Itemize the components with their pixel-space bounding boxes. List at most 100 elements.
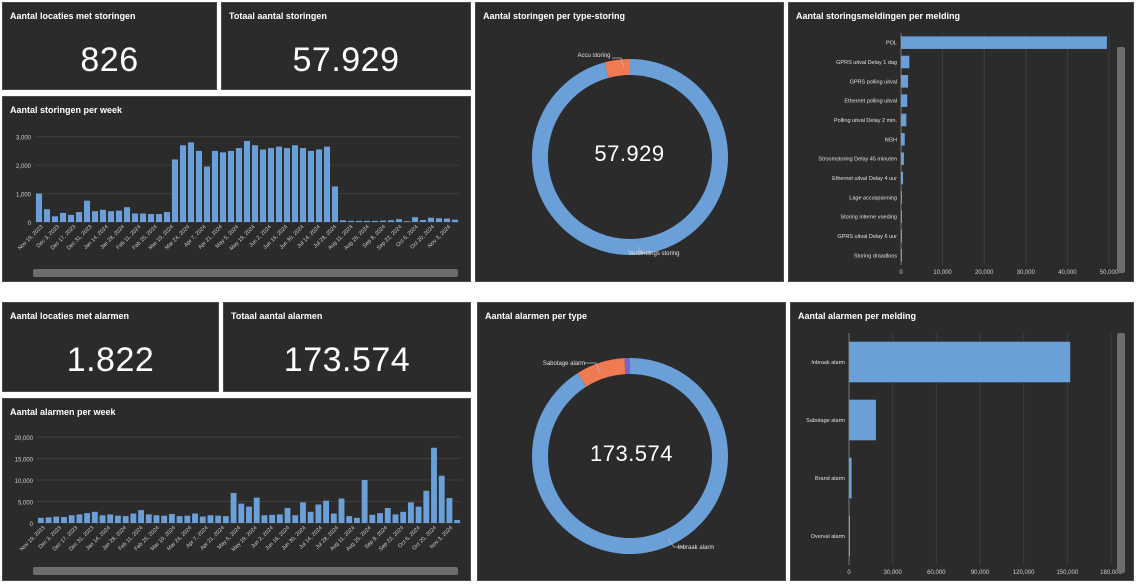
x-tick-label: 0	[899, 270, 903, 276]
bar	[392, 514, 399, 523]
y-tick-label: 15,000	[15, 458, 34, 464]
donut-slice	[577, 358, 626, 387]
bar	[187, 142, 195, 222]
bar	[230, 492, 237, 523]
bar	[901, 229, 902, 243]
bar	[115, 210, 123, 222]
bar	[203, 166, 211, 222]
x-tick-label: 60,000	[927, 570, 946, 576]
x-tick-label: 30,000	[1017, 270, 1036, 276]
bar	[331, 186, 339, 222]
category-label: Storing interne voeding	[840, 215, 897, 221]
bar	[122, 516, 129, 523]
bar	[43, 209, 51, 222]
chart-scrollbar[interactable]	[1117, 47, 1125, 273]
category-label: Stroomstoring Delay 45 minuten	[818, 157, 897, 163]
y-tick-label: 0	[30, 522, 34, 528]
bar	[346, 516, 353, 523]
bar	[251, 145, 259, 222]
bar	[443, 218, 451, 222]
bar	[99, 515, 106, 523]
bar	[411, 217, 419, 222]
bar	[435, 218, 443, 222]
bar	[138, 510, 145, 523]
bar	[901, 55, 910, 69]
donut-alarmen-chart: Sabotage alarm Inbraak alarm	[532, 358, 728, 554]
bar	[145, 514, 152, 523]
kpi-value: 173.574	[283, 341, 411, 379]
bar	[849, 457, 852, 499]
bar	[59, 212, 67, 222]
bar	[446, 498, 453, 523]
donut-storingen-chart: Accu storing Verbindings storing	[532, 53, 728, 257]
bar	[211, 150, 219, 222]
bar	[91, 211, 99, 222]
bar	[161, 515, 168, 523]
chart-scrollbar[interactable]	[33, 567, 458, 575]
card-title: Aantal storingen per type-storing	[483, 11, 626, 21]
bar	[330, 513, 337, 523]
melding-storingen-chart: 0 10,000 20,000 30,000 40,000 50,000 POL GPRS u…	[818, 33, 1119, 276]
card-title: Aantal alarmen per week	[10, 407, 116, 417]
kpi-value: 1.822	[66, 341, 155, 379]
bar	[384, 507, 391, 523]
bar	[131, 213, 139, 222]
bar	[431, 447, 437, 523]
bar	[275, 146, 283, 222]
bar	[323, 500, 330, 523]
bar	[76, 514, 83, 523]
bar	[299, 148, 307, 222]
bar	[361, 480, 368, 523]
chart-scrollbar[interactable]	[33, 269, 458, 277]
bar	[315, 504, 322, 523]
bar	[901, 113, 907, 127]
bar	[222, 516, 229, 523]
x-tick-label: 180,000	[1100, 570, 1122, 576]
bar	[423, 490, 430, 523]
bar	[403, 221, 411, 222]
bar	[199, 516, 206, 523]
bar	[347, 220, 355, 222]
bar	[371, 220, 379, 222]
weekly-alarmen-chart-card: Aantal alarmen per week 0 5,000 10,000 15,0…	[2, 398, 471, 581]
category-label: Storing draadloos	[854, 253, 897, 259]
bar	[901, 36, 1107, 49]
bar	[379, 220, 387, 222]
kpi-locaties-alarmen-card: Aantal locaties met alarmen 1.822	[2, 302, 219, 392]
y-tick-label: 2,000	[16, 164, 32, 170]
bar	[168, 513, 175, 523]
bar	[179, 145, 187, 222]
bar	[427, 217, 435, 222]
category-label: Sabotage alarm	[806, 418, 845, 424]
bar	[901, 133, 905, 146]
bar	[176, 516, 183, 523]
category-label: GPRS uitval Delay 6 uur	[837, 234, 897, 240]
bar	[451, 219, 459, 222]
bar	[75, 212, 83, 222]
kpi-value: 57.929	[292, 41, 400, 79]
card-title: Aantal alarmen per melding	[798, 311, 917, 321]
bar	[53, 516, 60, 523]
x-tick-label: 40,000	[1058, 270, 1077, 276]
bar	[192, 513, 198, 523]
bar	[419, 220, 427, 222]
bar	[163, 212, 171, 222]
x-tick-label: 90,000	[971, 570, 990, 576]
bar	[61, 516, 67, 523]
bar	[901, 249, 902, 262]
leader-line	[584, 362, 601, 374]
bar	[307, 150, 315, 222]
bar	[184, 515, 191, 523]
bar	[849, 399, 876, 441]
bar	[259, 149, 267, 222]
card-title: Aantal locaties met storingen	[10, 11, 136, 21]
y-tick-label: 5,000	[18, 501, 34, 507]
x-tick-label: 120,000	[1013, 570, 1035, 576]
bar	[123, 207, 131, 222]
category-label: Brand alarm	[815, 476, 845, 482]
donut-slice	[532, 358, 728, 554]
category-label: Ethernet polling uitval	[844, 99, 897, 105]
bar	[307, 511, 314, 523]
chart-scrollbar[interactable]	[1117, 333, 1125, 573]
